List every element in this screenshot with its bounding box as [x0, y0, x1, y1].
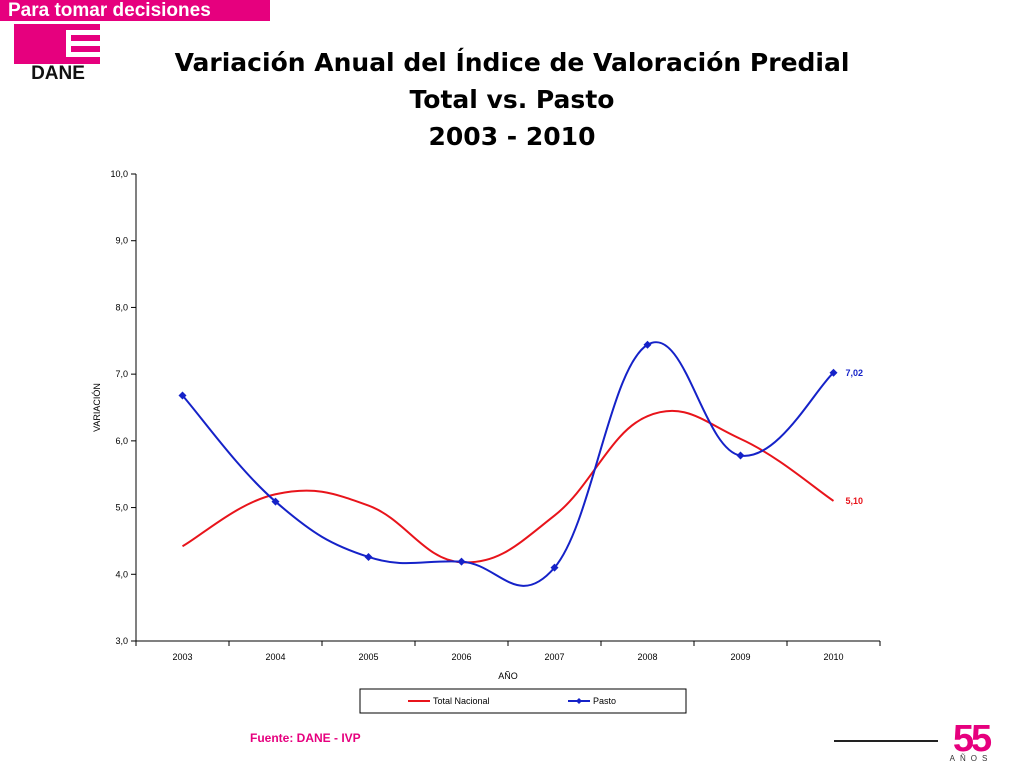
data-point-marker: [550, 563, 559, 572]
y-tick-label: 5,0: [115, 503, 128, 513]
legend-marker: [576, 698, 582, 704]
x-tick-label: 2006: [451, 652, 471, 662]
x-tick-label: 2007: [544, 652, 564, 662]
end-data-label: 5,10: [846, 496, 864, 506]
x-tick-label: 2010: [823, 652, 843, 662]
x-tick-label: 2004: [265, 652, 285, 662]
legend-label: Pasto: [593, 696, 616, 706]
y-tick-label: 8,0: [115, 302, 128, 312]
data-point-marker: [457, 557, 466, 566]
y-tick-label: 6,0: [115, 436, 128, 446]
dane-logo: DANE: [14, 24, 104, 84]
anniversary-logo: 55 AÑOS: [938, 718, 1008, 766]
dane-logo-icon: [14, 24, 100, 64]
data-point-marker: [643, 340, 652, 349]
source-note: Fuente: DANE - IVP: [250, 731, 361, 745]
y-tick-label: 3,0: [115, 636, 128, 646]
footer-divider: [834, 740, 938, 742]
y-tick-label: 9,0: [115, 236, 128, 246]
x-tick-label: 2005: [358, 652, 378, 662]
data-point-marker: [271, 497, 280, 506]
series-line-pasto: [181, 341, 835, 587]
anniversary-word: AÑOS: [949, 754, 993, 763]
logo-wordmark: DANE: [31, 63, 85, 84]
data-point-marker: [364, 552, 373, 561]
x-axis-title: AÑO: [498, 671, 518, 681]
x-tick-label: 2008: [637, 652, 657, 662]
y-axis-title: VARIACIÓN: [92, 383, 102, 432]
data-point-marker: [829, 368, 838, 377]
title-subline: Total vs. Pasto: [409, 85, 615, 114]
data-point-marker: [178, 391, 187, 400]
x-tick-label: 2009: [730, 652, 750, 662]
y-tick-label: 4,0: [115, 569, 128, 579]
y-tick-label: 10,0: [110, 169, 128, 179]
legend-label: Total Nacional: [433, 696, 490, 706]
anniversary-number: 55: [952, 718, 992, 760]
y-tick-label: 7,0: [115, 369, 128, 379]
series-line-total-nacional: [182, 409, 835, 564]
x-tick-label: 2003: [172, 652, 192, 662]
title-line: Variación Anual del Índice de Valoración…: [174, 48, 850, 77]
title-years: 2003 - 2010: [428, 122, 596, 151]
end-data-label: 7,02: [846, 368, 864, 378]
chart-title: Variación Anual del Índice de Valoración…: [150, 44, 874, 155]
data-point-marker: [736, 451, 745, 460]
tagline-banner: Para tomar decisiones: [0, 0, 270, 21]
